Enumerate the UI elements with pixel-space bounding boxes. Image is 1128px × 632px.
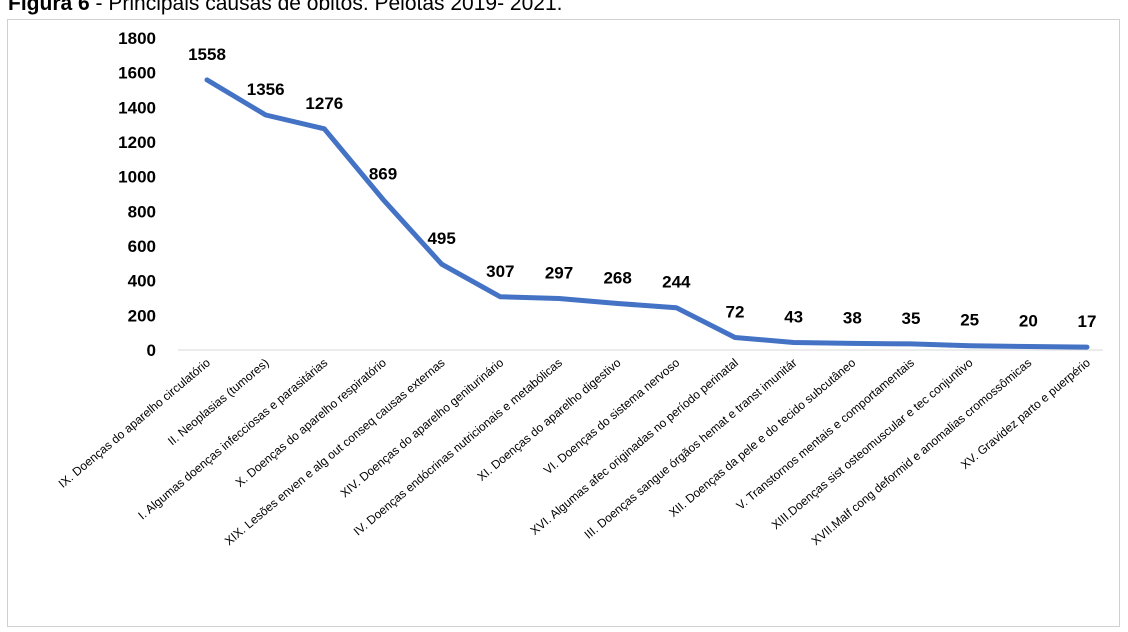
data-label: 297 [545, 264, 573, 283]
data-label: 268 [603, 269, 631, 288]
y-tick-label: 1800 [118, 29, 156, 48]
x-category-label: XVI. Algumas afec originadas no período … [528, 356, 741, 538]
data-label: 72 [726, 303, 745, 322]
data-label: 307 [486, 262, 514, 281]
y-axis: 0 200 400 600 800 1000 1200 1400 1600 1800 [118, 29, 156, 360]
y-tick-label: 200 [128, 306, 156, 325]
y-tick-label: 0 [147, 341, 156, 360]
data-label: 869 [369, 164, 397, 183]
series-line [204, 77, 1090, 350]
y-tick-label: 1200 [118, 133, 156, 152]
figure-title: - Principais causas de óbitos. Pelotas 2… [89, 0, 563, 15]
data-label: 17 [1078, 312, 1097, 331]
data-label: 38 [843, 308, 862, 327]
data-label: 244 [662, 273, 691, 292]
data-label: 25 [960, 311, 979, 330]
chart-frame [7, 19, 1120, 627]
y-tick-label: 600 [128, 237, 156, 256]
x-category-label: III. Doenças sangue órgãos hemat e trans… [582, 356, 800, 542]
y-tick-label: 1000 [118, 168, 156, 187]
y-tick-label: 1400 [118, 98, 156, 117]
x-category-label: XVII.Malf cong deformid e anomalias crom… [809, 356, 1035, 548]
x-category-label: XIII.Doenças sist osteomuscular e tec co… [769, 355, 976, 532]
y-tick-label: 1600 [118, 64, 156, 83]
x-category-label: XIX. Lesões enven e alg out conseq causa… [222, 356, 448, 549]
y-tick-label: 400 [128, 272, 156, 291]
data-label: 20 [1019, 312, 1038, 331]
data-label: 43 [784, 308, 803, 327]
data-label: 1276 [305, 94, 343, 113]
data-label: 35 [902, 309, 921, 328]
x-axis-categories: IX. Doenças do aparelho circulatórioII. … [56, 355, 1093, 548]
data-label: 1356 [247, 80, 285, 99]
y-tick-label: 800 [128, 202, 156, 221]
data-label: 1558 [188, 45, 226, 64]
figure-number: Figura 6 [8, 0, 90, 15]
x-category-label: II. Neoplasias (tumores) [165, 356, 272, 449]
data-labels: 1558 1356 1276 869 495 307 297 268 244 72 43 38 35 25… [188, 45, 1096, 331]
figure-caption: Figura 6 - Principais causas de óbitos. … [8, 0, 562, 16]
data-label: 495 [427, 229, 455, 248]
x-category-label: IV. Doenças endócrinas nutricionais e me… [351, 356, 565, 539]
